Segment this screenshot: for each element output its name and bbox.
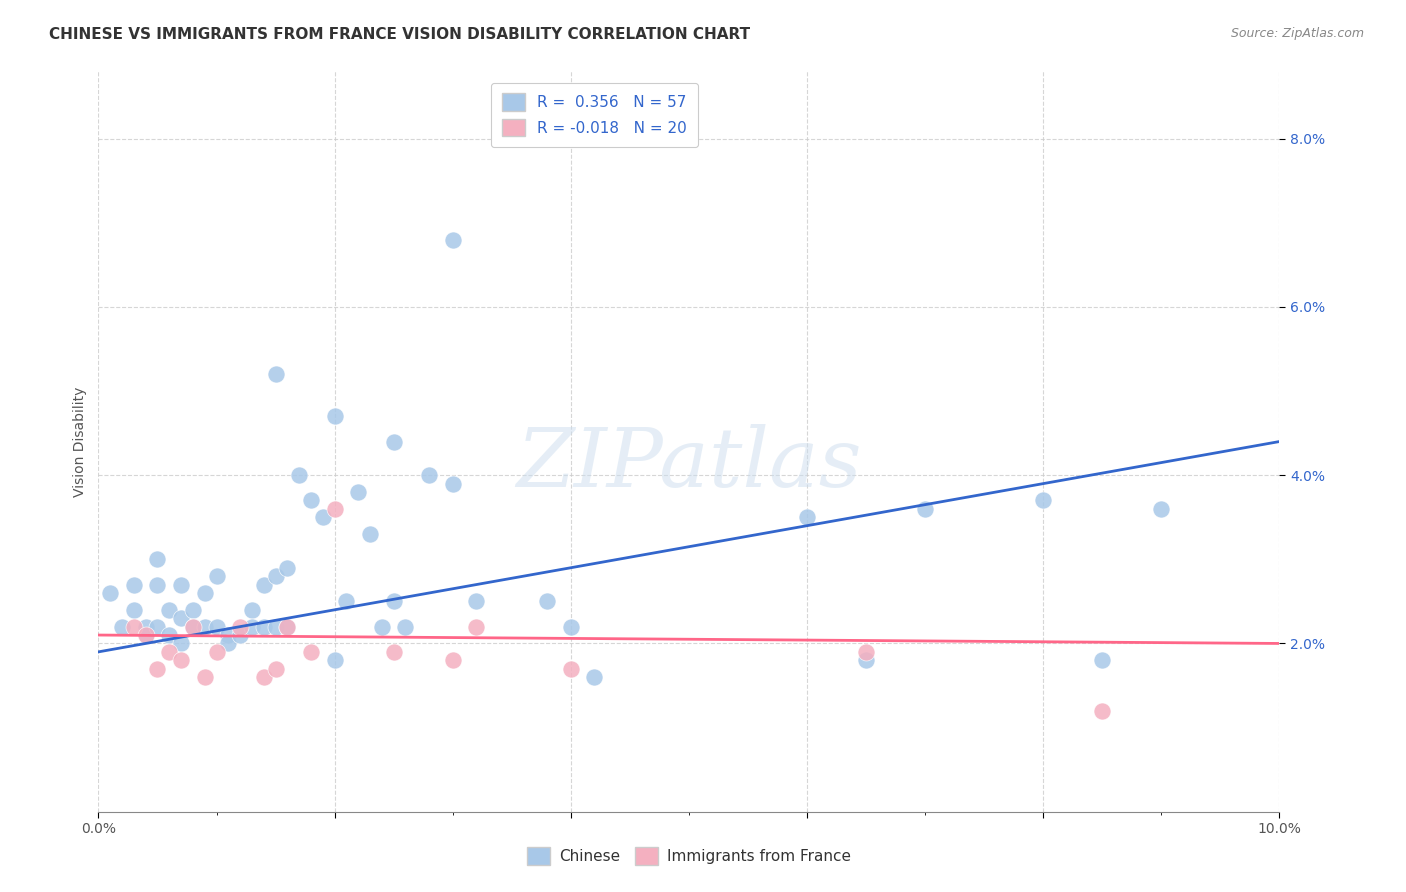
Point <box>914 501 936 516</box>
Point <box>205 619 228 633</box>
Point <box>855 645 877 659</box>
Point <box>335 594 357 608</box>
Point <box>299 493 322 508</box>
Point <box>122 619 145 633</box>
Point <box>157 628 180 642</box>
Point <box>229 628 252 642</box>
Text: Source: ZipAtlas.com: Source: ZipAtlas.com <box>1230 27 1364 40</box>
Point <box>1091 704 1114 718</box>
Point <box>394 619 416 633</box>
Point <box>205 569 228 583</box>
Point <box>264 368 287 382</box>
Point <box>276 619 298 633</box>
Point <box>135 628 157 642</box>
Point <box>323 501 346 516</box>
Point <box>536 594 558 608</box>
Point <box>323 409 346 424</box>
Point <box>146 619 169 633</box>
Point <box>157 645 180 659</box>
Point <box>323 653 346 667</box>
Point <box>181 619 204 633</box>
Point <box>382 594 405 608</box>
Point <box>312 510 335 524</box>
Point <box>560 662 582 676</box>
Point <box>418 468 440 483</box>
Point <box>194 586 217 600</box>
Point <box>194 670 217 684</box>
Point <box>146 577 169 591</box>
Point <box>194 619 217 633</box>
Point <box>253 577 276 591</box>
Point <box>253 619 276 633</box>
Point <box>135 628 157 642</box>
Point <box>170 653 193 667</box>
Point <box>288 468 311 483</box>
Point <box>441 476 464 491</box>
Point <box>441 653 464 667</box>
Point <box>205 645 228 659</box>
Point <box>217 636 239 650</box>
Point <box>583 670 606 684</box>
Point <box>98 586 121 600</box>
Point <box>299 645 322 659</box>
Point <box>371 619 394 633</box>
Point <box>157 603 180 617</box>
Point <box>359 527 381 541</box>
Point <box>796 510 818 524</box>
Y-axis label: Vision Disability: Vision Disability <box>73 386 87 497</box>
Point <box>855 653 877 667</box>
Point <box>264 569 287 583</box>
Point <box>465 619 488 633</box>
Point <box>276 619 298 633</box>
Point <box>465 594 488 608</box>
Point <box>122 577 145 591</box>
Point <box>181 603 204 617</box>
Point <box>181 619 204 633</box>
Point <box>240 603 263 617</box>
Point <box>122 603 145 617</box>
Point <box>1150 501 1173 516</box>
Point <box>170 577 193 591</box>
Text: ZIPatlas: ZIPatlas <box>516 424 862 504</box>
Point <box>382 645 405 659</box>
Point <box>1091 653 1114 667</box>
Point <box>170 611 193 625</box>
Point <box>441 233 464 247</box>
Point <box>276 560 298 574</box>
Point <box>382 434 405 449</box>
Point <box>1032 493 1054 508</box>
Point <box>240 619 263 633</box>
Point <box>560 619 582 633</box>
Point <box>111 619 134 633</box>
Point <box>347 485 370 500</box>
Point <box>146 662 169 676</box>
Point <box>264 662 287 676</box>
Point <box>217 628 239 642</box>
Point <box>229 619 252 633</box>
Point <box>264 619 287 633</box>
Point <box>135 619 157 633</box>
Legend: Chinese, Immigrants from France: Chinese, Immigrants from France <box>520 841 858 871</box>
Point <box>146 552 169 566</box>
Point <box>253 670 276 684</box>
Point <box>170 636 193 650</box>
Text: CHINESE VS IMMIGRANTS FROM FRANCE VISION DISABILITY CORRELATION CHART: CHINESE VS IMMIGRANTS FROM FRANCE VISION… <box>49 27 751 42</box>
